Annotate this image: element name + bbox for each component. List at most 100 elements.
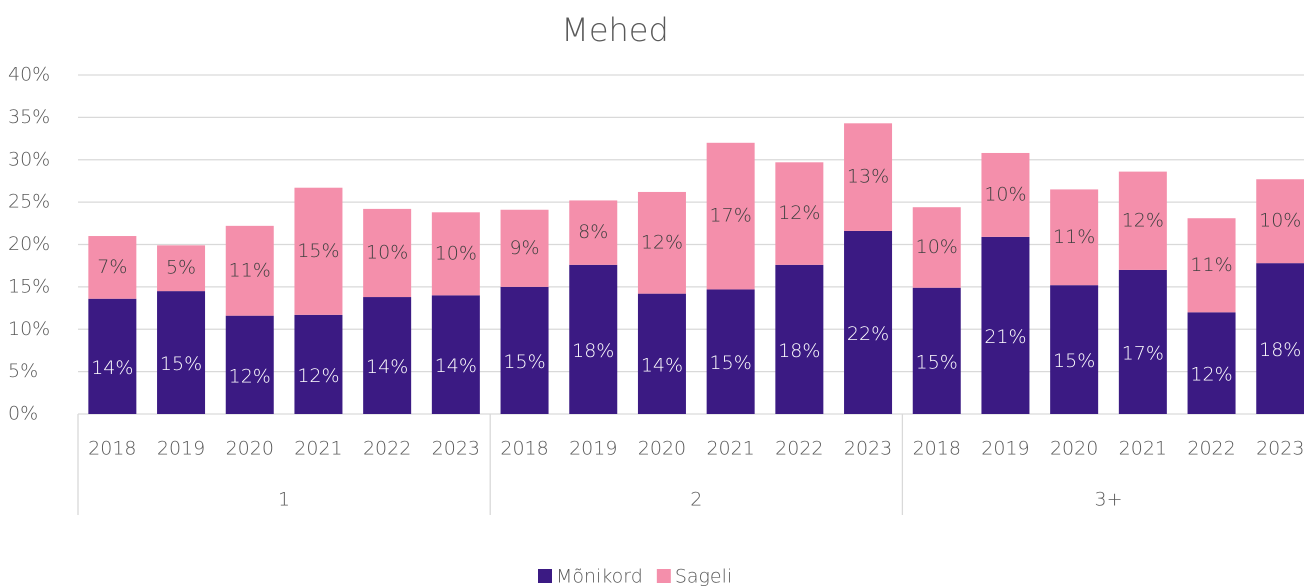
- x-tick-label: 2020: [1050, 438, 1098, 460]
- bar-segment: [1118, 269, 1167, 414]
- data-label: 21%: [984, 326, 1026, 348]
- data-label: 7%: [97, 256, 127, 278]
- bar-segment: [363, 297, 412, 414]
- bar-segment: [775, 264, 824, 414]
- legend-swatch: [538, 569, 552, 583]
- legend-label: Mõnikord: [556, 566, 643, 586]
- bar-segment: [431, 295, 480, 414]
- x-tick-label: 2018: [500, 438, 548, 460]
- y-tick-label: 5%: [8, 360, 38, 382]
- data-label: 18%: [778, 340, 820, 362]
- data-label: 17%: [710, 205, 752, 227]
- bar-segment: [294, 187, 343, 315]
- x-tick-label: 2020: [226, 438, 274, 460]
- bar-segment: [569, 200, 618, 265]
- legend-label: Sageli: [675, 566, 732, 586]
- data-label: 15%: [916, 351, 958, 373]
- data-label: 15%: [297, 240, 339, 262]
- x-tick-label: 2019: [981, 438, 1029, 460]
- data-label: 15%: [503, 351, 545, 373]
- bar-segment: [88, 298, 137, 414]
- data-label: 18%: [1259, 339, 1301, 361]
- y-tick-label: 15%: [8, 275, 50, 297]
- legend-swatch: [656, 569, 671, 583]
- x-tick-label: 2023: [1256, 438, 1304, 460]
- data-label: 14%: [366, 356, 408, 378]
- data-label: 10%: [366, 241, 408, 263]
- data-label: 12%: [1122, 209, 1164, 231]
- x-tick-label: 2018: [913, 438, 961, 460]
- data-label: 8%: [578, 221, 608, 243]
- x-tick-label: 2022: [363, 438, 411, 460]
- data-label: 14%: [91, 357, 133, 379]
- data-label: 12%: [641, 231, 683, 253]
- bar-segment: [1187, 218, 1236, 313]
- y-tick-label: 20%: [8, 233, 50, 255]
- bar-segment: [363, 208, 412, 298]
- group-label: 3+: [1094, 489, 1122, 511]
- data-label: 10%: [984, 183, 1026, 205]
- data-label: 11%: [1190, 254, 1232, 276]
- x-tick-label: 2023: [844, 438, 892, 460]
- data-label: 5%: [166, 257, 196, 279]
- bar-segment: [912, 287, 961, 414]
- data-label: 18%: [572, 340, 614, 362]
- bar-segment: [1118, 171, 1167, 270]
- data-label: 22%: [847, 323, 889, 345]
- chart-title: Mehed: [561, 11, 669, 49]
- bar-segment: [706, 142, 755, 290]
- bar-segment: [637, 191, 686, 294]
- bar-segment: [912, 207, 961, 288]
- data-label: 10%: [916, 236, 958, 258]
- bar-segment: [844, 123, 893, 231]
- x-tick-label: 2018: [88, 438, 136, 460]
- y-tick-label: 0%: [8, 403, 38, 425]
- data-label: 11%: [1053, 226, 1095, 248]
- bar-segment: [706, 289, 755, 414]
- bar-segment: [1256, 179, 1304, 264]
- y-tick-label: 25%: [8, 191, 50, 213]
- data-label: 15%: [160, 353, 202, 375]
- bar-segment: [431, 212, 480, 296]
- bar-segment: [981, 236, 1030, 414]
- x-tick-label: 2021: [1119, 438, 1167, 460]
- bar-segment: [569, 264, 618, 414]
- x-tick-label: 2021: [706, 438, 754, 460]
- y-tick-label: 40%: [8, 64, 50, 86]
- data-label: 14%: [641, 354, 683, 376]
- bar-segment: [225, 315, 274, 414]
- bar-segment: [844, 230, 893, 414]
- x-tick-label: 2022: [775, 438, 823, 460]
- x-tick-label: 2023: [432, 438, 480, 460]
- group-label: 2: [690, 489, 702, 511]
- data-label: 15%: [710, 352, 752, 374]
- bar-segment: [500, 209, 549, 287]
- bar-segment: [88, 236, 137, 299]
- data-label: 17%: [1122, 342, 1164, 364]
- bar-segment: [225, 225, 274, 316]
- y-tick-label: 35%: [8, 106, 50, 128]
- bar-segment: [1187, 312, 1236, 414]
- bar-segment: [157, 245, 206, 292]
- bar-segment: [1050, 189, 1099, 286]
- group-label: 1: [278, 489, 290, 511]
- x-tick-label: 2021: [294, 438, 342, 460]
- bar-segment: [637, 293, 686, 414]
- bar-segment: [1256, 263, 1304, 414]
- bar-segment: [500, 286, 549, 414]
- bar-segment: [981, 152, 1030, 237]
- x-tick-label: 2022: [1187, 438, 1235, 460]
- y-tick-label: 30%: [8, 148, 50, 170]
- x-tick-label: 2019: [157, 438, 205, 460]
- data-label: 15%: [1053, 350, 1095, 372]
- bar-segment: [1050, 285, 1099, 414]
- x-tick-label: 2019: [569, 438, 617, 460]
- x-tick-label: 2020: [638, 438, 686, 460]
- data-label: 10%: [435, 242, 477, 264]
- bar-segment: [157, 291, 206, 414]
- bar-segment: [294, 314, 343, 414]
- bar-segment: [775, 162, 824, 265]
- data-label: 12%: [1190, 364, 1232, 386]
- data-label: 14%: [435, 355, 477, 377]
